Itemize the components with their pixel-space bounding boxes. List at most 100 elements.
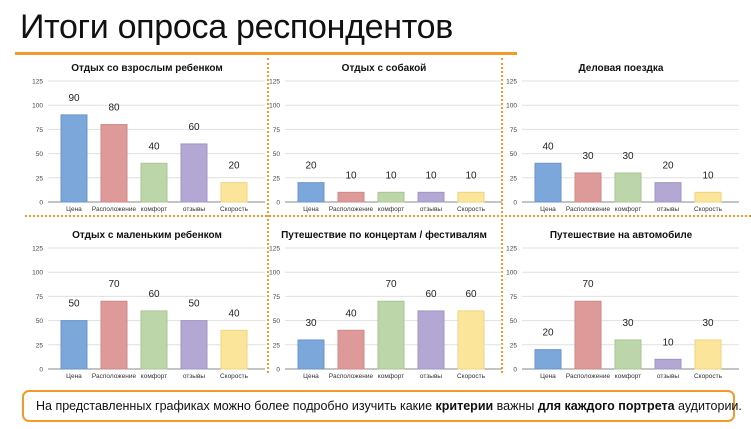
- data-label: 40: [148, 141, 160, 152]
- bar: [337, 329, 365, 370]
- data-label: 50: [68, 299, 80, 310]
- bar: [417, 310, 445, 370]
- bar: [140, 162, 168, 203]
- bar: [694, 191, 722, 203]
- bar: [220, 329, 248, 370]
- x-tick-label: Скорость: [457, 206, 486, 213]
- x-tick-label: Цена: [303, 206, 319, 213]
- x-tick-label: комфорт: [141, 206, 167, 213]
- chart-title: Отдых с маленьким ребенком: [72, 229, 222, 241]
- x-tick-label: Расположение: [92, 373, 137, 380]
- y-tick-label: 25: [36, 342, 44, 349]
- bar: [654, 358, 682, 370]
- data-label: 30: [582, 151, 594, 162]
- note-text: важны: [493, 399, 538, 413]
- bar: [297, 182, 325, 203]
- chart-title: Деловая поездка: [579, 63, 664, 74]
- bar: [614, 339, 642, 370]
- x-tick-label: Скорость: [694, 373, 723, 380]
- y-tick-label: 75: [36, 294, 44, 301]
- y-tick-label: 25: [273, 342, 281, 349]
- y-tick-label: 0: [276, 200, 280, 207]
- y-tick-label: 25: [36, 175, 44, 182]
- bar: [614, 172, 642, 203]
- x-tick-label: Расположение: [329, 206, 374, 213]
- x-tick-label: Расположение: [92, 206, 137, 213]
- y-tick-label: 125: [506, 79, 517, 86]
- y-tick-label: 100: [32, 270, 43, 277]
- data-label: 60: [148, 289, 160, 300]
- bar: [180, 320, 208, 370]
- y-tick-label: 100: [269, 270, 280, 277]
- bar: [574, 172, 602, 203]
- data-label: 10: [702, 170, 714, 181]
- data-label: 80: [108, 103, 120, 114]
- bar: [297, 339, 325, 370]
- y-tick-label: 75: [273, 127, 281, 134]
- bar: [180, 143, 208, 203]
- data-label: 30: [622, 151, 634, 162]
- data-label: 30: [702, 318, 714, 329]
- x-tick-label: Скорость: [220, 206, 249, 213]
- chart-title: Отдых со взрослым ребенком: [71, 62, 223, 74]
- x-tick-label: Скорость: [694, 206, 723, 213]
- x-tick-label: комфорт: [615, 206, 641, 213]
- x-tick-label: отзывы: [420, 206, 443, 213]
- y-tick-label: 100: [32, 103, 43, 110]
- data-label: 10: [662, 337, 674, 348]
- y-tick-label: 50: [273, 318, 281, 325]
- page-title: Итоги опроса респондентов: [20, 8, 453, 46]
- bar: [457, 191, 485, 203]
- y-tick-label: 0: [513, 200, 517, 207]
- y-tick-label: 50: [36, 151, 44, 158]
- bar: [60, 320, 88, 370]
- bar: [337, 191, 365, 203]
- title-underline: [15, 52, 517, 55]
- chart-title: Путешествие по концертам / фестивалям: [281, 229, 487, 241]
- y-tick-label: 25: [510, 175, 518, 182]
- y-tick-label: 75: [510, 127, 518, 134]
- x-tick-label: Цена: [66, 373, 82, 380]
- bar: [654, 182, 682, 203]
- bar: [534, 162, 562, 203]
- y-tick-label: 50: [273, 151, 281, 158]
- y-tick-label: 50: [510, 318, 518, 325]
- x-tick-label: Расположение: [329, 373, 374, 380]
- y-tick-label: 25: [510, 342, 518, 349]
- bar: [694, 339, 722, 370]
- x-tick-label: Цена: [540, 206, 556, 213]
- y-tick-label: 125: [506, 246, 517, 253]
- data-label: 20: [228, 161, 240, 172]
- data-label: 40: [542, 141, 554, 152]
- data-label: 20: [305, 161, 317, 172]
- note-bold-criteria: критерии: [435, 399, 494, 413]
- x-tick-label: Цена: [540, 373, 556, 380]
- x-tick-label: комфорт: [378, 373, 404, 380]
- data-label: 50: [188, 299, 200, 310]
- bar: [140, 310, 168, 370]
- data-label: 70: [108, 279, 120, 290]
- data-label: 30: [622, 318, 634, 329]
- data-label: 10: [465, 170, 477, 181]
- x-tick-label: отзывы: [183, 373, 206, 380]
- data-label: 60: [188, 122, 200, 133]
- x-tick-label: комфорт: [378, 206, 404, 213]
- y-tick-label: 0: [276, 367, 280, 374]
- x-tick-label: Скорость: [457, 373, 486, 380]
- data-label: 20: [662, 161, 674, 172]
- y-tick-label: 0: [39, 200, 43, 207]
- data-label: 20: [542, 328, 554, 339]
- data-label: 40: [345, 308, 357, 319]
- bar: [417, 191, 445, 203]
- data-label: 70: [385, 279, 397, 290]
- y-tick-label: 50: [36, 318, 44, 325]
- y-tick-label: 75: [273, 294, 281, 301]
- x-tick-label: Расположение: [566, 373, 611, 380]
- bar: [100, 300, 128, 370]
- divider-horizontal: [25, 215, 751, 217]
- x-tick-label: отзывы: [420, 373, 443, 380]
- x-tick-label: отзывы: [657, 206, 680, 213]
- data-label: 10: [385, 170, 397, 181]
- chart-title: Отдых с собакой: [342, 62, 427, 74]
